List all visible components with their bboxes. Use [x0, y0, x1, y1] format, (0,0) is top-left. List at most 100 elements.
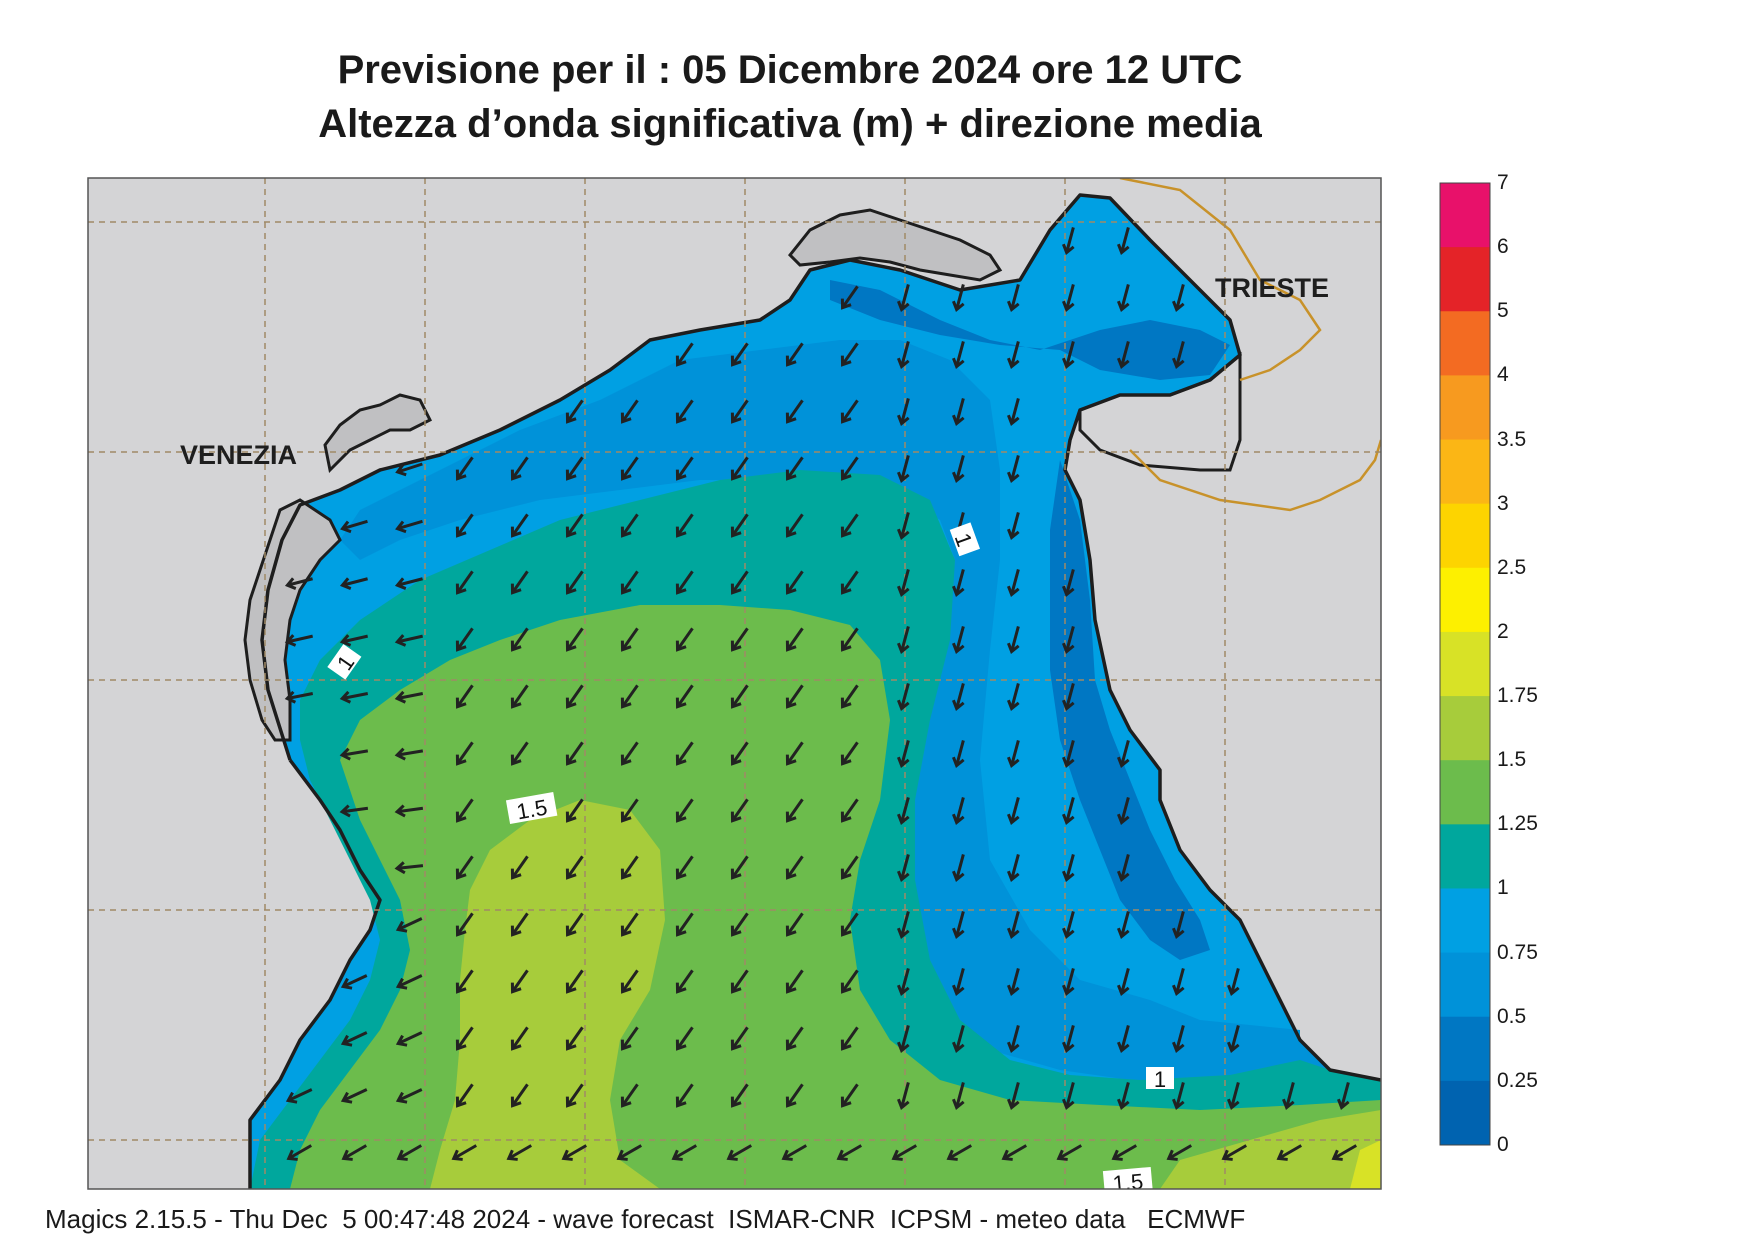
direction-arrow-head [840, 526, 852, 538]
direction-arrow-head [836, 1149, 848, 1161]
title-line-1: Previsione per il : 05 Dicembre 2024 ore… [337, 48, 1243, 92]
direction-arrow-head [730, 526, 742, 538]
direction-arrow [1065, 626, 1075, 652]
direction-arrow [900, 968, 910, 994]
direction-arrow [841, 741, 859, 765]
direction-arrow [511, 1026, 529, 1050]
direction-arrow-head [565, 697, 577, 709]
direction-arrow [676, 399, 694, 423]
direction-arrow [731, 456, 749, 480]
direction-arrow-head [455, 754, 467, 766]
direction-arrow [955, 1082, 965, 1108]
direction-arrow [900, 854, 910, 880]
wave-band-150-175 [430, 800, 665, 1189]
direction-arrow-head [620, 811, 632, 823]
direction-arrow [1230, 1082, 1240, 1108]
direction-arrow [621, 570, 639, 594]
direction-arrow-head [730, 1039, 742, 1051]
direction-arrow-head [952, 984, 965, 997]
direction-arrow-head [785, 412, 797, 424]
direction-arrow-head [510, 583, 522, 595]
direction-arrow [1120, 227, 1130, 253]
direction-arrow [786, 855, 804, 879]
direction-arrow [1065, 797, 1075, 823]
direction-arrow [456, 912, 474, 936]
direction-arrow-head [785, 868, 797, 880]
direction-arrow-head [730, 1096, 742, 1108]
direction-arrow [786, 570, 804, 594]
direction-arrow [786, 684, 804, 708]
direction-arrow [566, 684, 584, 708]
direction-arrow-head [284, 634, 297, 647]
direction-arrow [1175, 911, 1185, 937]
direction-arrow [621, 912, 639, 936]
direction-arrow-head [565, 1039, 577, 1051]
direction-arrow [1065, 911, 1075, 937]
direction-arrow [676, 969, 694, 993]
direction-arrow [397, 1144, 423, 1160]
direction-arrow [786, 627, 804, 651]
direction-arrow-head [565, 982, 577, 994]
direction-arrow [621, 684, 639, 708]
direction-arrow-head [840, 583, 852, 595]
direction-arrow-head [620, 526, 632, 538]
direction-arrow-head [1062, 642, 1075, 655]
direction-arrow-head [1062, 585, 1075, 598]
direction-arrow [456, 570, 474, 594]
direction-arrow [955, 284, 965, 310]
direction-arrow [342, 1144, 368, 1160]
direction-arrow [511, 684, 529, 708]
direction-arrow [731, 741, 749, 765]
direction-arrow-head [897, 756, 910, 769]
direction-arrow-head [339, 804, 351, 818]
direction-arrow [1010, 569, 1020, 595]
direction-arrow-head [455, 868, 467, 880]
direction-arrow [511, 741, 529, 765]
direction-arrow-head [1001, 1149, 1013, 1161]
direction-arrow [676, 1026, 694, 1050]
direction-arrow [397, 917, 423, 931]
direction-arrow [900, 341, 910, 367]
direction-arrow-head [785, 697, 797, 709]
direction-arrow-head [891, 1149, 903, 1161]
direction-arrow-head [510, 697, 522, 709]
direction-arrow [342, 577, 368, 587]
direction-arrow [1285, 1082, 1295, 1108]
direction-arrow [566, 855, 584, 879]
direction-arrow-head [339, 634, 352, 647]
direction-arrow-head [897, 1041, 910, 1054]
direction-arrow [1120, 854, 1130, 880]
direction-arrow [1230, 1025, 1240, 1051]
direction-arrow-head [952, 471, 965, 484]
direction-arrow-head [952, 927, 965, 940]
direction-arrow [731, 798, 749, 822]
direction-arrow [1065, 740, 1075, 766]
direction-arrow-head [952, 699, 965, 712]
direction-arrow [676, 855, 694, 879]
direction-arrow [782, 1144, 808, 1160]
direction-arrow-head [395, 1034, 408, 1047]
direction-arrow-head [840, 355, 852, 367]
direction-arrow-head [1007, 813, 1020, 826]
direction-arrow-head [897, 984, 910, 997]
direction-arrow-head [340, 1091, 353, 1104]
direction-arrow [511, 855, 529, 879]
colorbar-swatch [1440, 952, 1490, 1018]
direction-arrow-head [1062, 813, 1075, 826]
direction-arrow-head [1062, 243, 1075, 256]
direction-arrow-head [1062, 984, 1075, 997]
direction-arrow-head [1117, 984, 1130, 997]
direction-arrow-head [730, 355, 742, 367]
direction-arrow-head [675, 469, 687, 481]
direction-arrow [955, 797, 965, 823]
colorbar-label: 3.5 [1497, 427, 1527, 451]
direction-arrow-head [620, 412, 632, 424]
direction-arrow [286, 634, 314, 644]
direction-arrow [287, 1088, 313, 1102]
colorbar-swatch [1440, 439, 1490, 505]
direction-arrow [452, 1144, 478, 1160]
direction-arrow [841, 1083, 859, 1107]
direction-arrow [1057, 1144, 1083, 1160]
direction-arrow-head [671, 1149, 683, 1161]
direction-arrow-head [455, 640, 467, 652]
